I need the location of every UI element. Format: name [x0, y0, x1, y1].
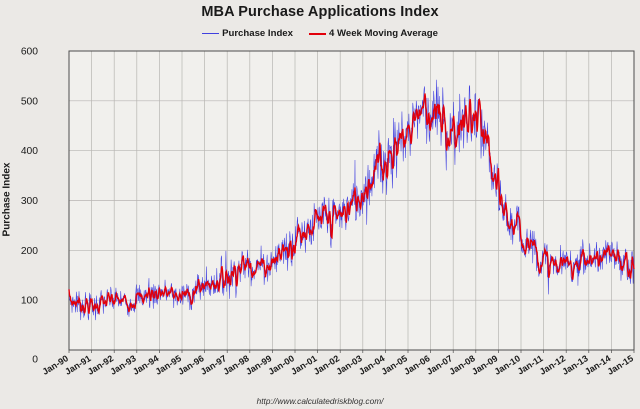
svg-text:300: 300: [21, 196, 38, 207]
svg-text:100: 100: [21, 296, 38, 307]
svg-text:200: 200: [21, 246, 38, 257]
svg-text:0: 0: [32, 355, 38, 366]
svg-text:600: 600: [21, 47, 38, 58]
svg-text:500: 500: [21, 96, 38, 107]
svg-text:400: 400: [21, 146, 38, 157]
